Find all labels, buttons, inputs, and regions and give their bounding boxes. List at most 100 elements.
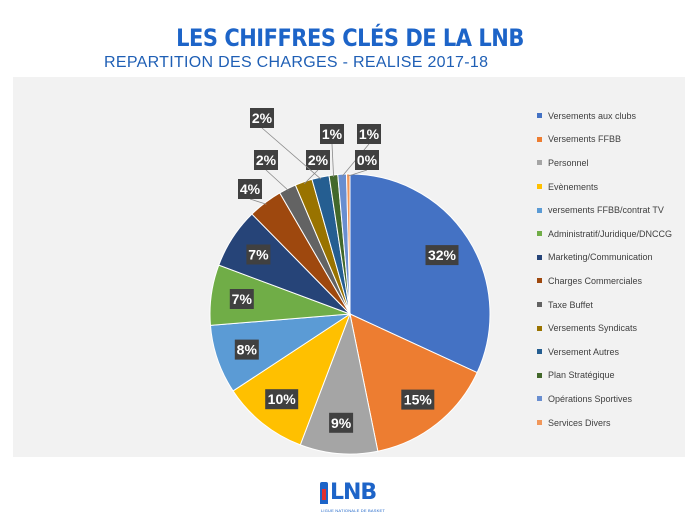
leader-line-8 <box>249 198 267 205</box>
leader-line-12 <box>331 143 334 178</box>
legend-label: Versements aux clubs <box>548 110 637 121</box>
legend-label: Opérations Sportives <box>548 393 633 404</box>
slice-label-box <box>265 389 299 410</box>
legend-item-1: Versements aux clubs <box>537 104 677 128</box>
slice-label-text: 4% <box>240 181 261 197</box>
pie-slice-1 <box>349 173 491 374</box>
legend-item-6: Administratif/Juridique/DNCCG <box>537 222 677 246</box>
legend-label: Versement Autres <box>548 346 620 357</box>
slice-label-box <box>329 412 354 433</box>
legend-swatch <box>537 184 542 190</box>
legend-item-2: Versements FFBB <box>537 128 677 152</box>
legend-item-13: Opérations Sportives <box>537 387 677 411</box>
slice-label-6: 7% <box>229 289 254 309</box>
slice-label-text: 2% <box>256 152 277 168</box>
legend-item-14: Services Divers <box>537 411 677 435</box>
legend-swatch <box>537 136 542 142</box>
legend-item-8: Charges Commerciales <box>537 269 677 293</box>
legend-swatch <box>537 231 542 237</box>
slice-label-box <box>234 339 259 360</box>
leader-line-9 <box>265 169 289 191</box>
legend-swatch <box>537 113 542 119</box>
legend-label: Charges Commerciales <box>548 275 643 286</box>
slice-label-2: 15% <box>401 389 435 410</box>
slice-label-5: 8% <box>234 339 259 360</box>
legend-label: Services Divers <box>548 417 611 428</box>
legend-label: Marketing/Communication <box>548 252 653 263</box>
slice-label-box <box>357 124 381 144</box>
pie-slice-4 <box>232 312 352 446</box>
slice-label-box <box>229 289 254 309</box>
legend-swatch <box>537 278 542 284</box>
slice-label-1: 32% <box>425 245 459 266</box>
legend-item-12: Plan Stratégique <box>537 364 677 388</box>
pie-slice-14 <box>345 173 351 315</box>
slice-label-11: 2% <box>250 108 274 128</box>
leader-line-11 <box>261 127 322 180</box>
legend-label: Versements Syndicats <box>548 323 638 334</box>
legend-item-3: Personnel <box>537 151 677 175</box>
legend-item-9: Taxe Buffet <box>537 293 677 317</box>
slice-label-text: 10% <box>268 391 297 407</box>
slice-label-text: 8% <box>237 342 258 358</box>
legend-swatch <box>537 349 542 355</box>
slice-label-box <box>320 124 344 144</box>
slice-label-text: 1% <box>322 126 343 142</box>
pie-slice-2 <box>349 313 478 452</box>
legend-swatch <box>537 325 542 331</box>
slice-label-text: 9% <box>331 415 352 431</box>
logo-tagline: LIGUE NATIONALE DE BASKET <box>320 508 386 513</box>
slice-label-10: 2% <box>306 150 330 170</box>
leader-line-10 <box>303 169 319 185</box>
slice-label-text: 32% <box>428 247 457 263</box>
legend-item-5: versements FFBB/contrat TV <box>537 198 677 222</box>
slice-label-text: 0% <box>357 152 378 168</box>
slice-label-box <box>355 150 379 170</box>
slice-label-text: 7% <box>232 291 253 307</box>
legend-label: Plan Stratégique <box>548 370 615 381</box>
slice-label-4: 10% <box>265 389 299 410</box>
slice-label-7: 7% <box>246 244 271 265</box>
lnb-logo: LNB LIGUE NATIONALE DE BASKET <box>318 478 388 518</box>
slice-label-text: 1% <box>359 126 380 142</box>
legend-label: versements FFBB/contrat TV <box>548 205 664 216</box>
legend-label: Evènements <box>548 181 599 192</box>
legend-swatch <box>537 207 542 213</box>
slice-label-box <box>306 150 330 170</box>
legend-label: Versements FFBB <box>548 134 622 145</box>
slice-label-text: 2% <box>252 110 273 126</box>
legend-swatch <box>537 160 542 166</box>
slice-label-box <box>254 150 278 170</box>
slice-label-box <box>238 179 262 199</box>
legend-item-10: Versements Syndicats <box>537 316 677 340</box>
slice-label-box <box>246 244 271 265</box>
slice-label-8: 4% <box>238 179 262 199</box>
main-title: LES CHIFFRES CLÉS DE LA LNB <box>176 24 524 52</box>
basketball-player-icon <box>320 482 328 504</box>
legend-swatch <box>537 372 542 378</box>
slice-label-9: 2% <box>254 150 278 170</box>
slice-label-13: 1% <box>357 124 381 144</box>
slice-label-12: 1% <box>320 124 344 144</box>
chart-subtitle: REPARTITION DES CHARGES - REALISE 2017-1… <box>104 54 489 71</box>
legend-swatch <box>537 396 542 402</box>
slice-label-text: 7% <box>248 247 269 263</box>
slice-label-text: 15% <box>404 392 433 408</box>
slice-label-14: 0% <box>355 150 379 170</box>
legend-item-7: Marketing/Communication <box>537 246 677 270</box>
slice-label-box <box>401 389 435 410</box>
logo-text: LNB <box>330 480 377 505</box>
legend-label: Taxe Buffet <box>548 299 593 310</box>
chart-legend: Versements aux clubs Versements FFBB Perso… <box>537 104 677 434</box>
slice-label-box <box>425 245 459 266</box>
slice-label-3: 9% <box>329 412 354 433</box>
legend-label: Administratif/Juridique/DNCCG <box>548 228 673 239</box>
legend-swatch <box>537 254 542 260</box>
leader-line-14 <box>348 169 368 177</box>
legend-swatch <box>537 302 542 308</box>
legend-label: Personnel <box>548 157 589 168</box>
legend-swatch <box>537 420 542 426</box>
legend-item-4: Evènements <box>537 175 677 199</box>
slice-label-text: 2% <box>308 152 329 168</box>
